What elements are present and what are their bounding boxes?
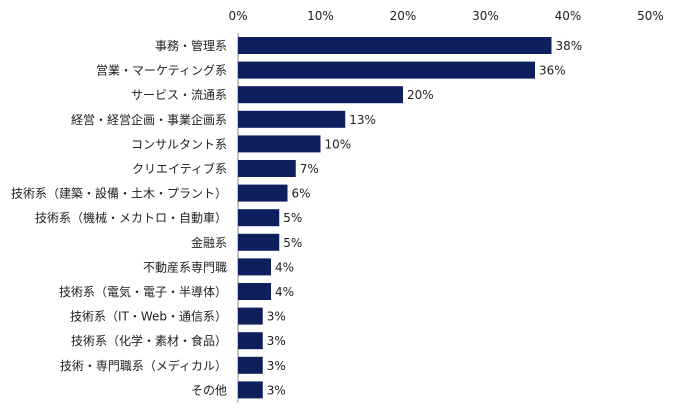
- data-label: 38%: [556, 39, 583, 53]
- category-label: クリエイティブ系: [132, 161, 227, 176]
- category-label: 技術系（機械・メカトロ・自動車）: [35, 210, 227, 225]
- bar: [238, 61, 535, 79]
- bar: [238, 110, 346, 128]
- data-label: 36%: [539, 64, 566, 78]
- data-label: 4%: [275, 285, 294, 299]
- bar: [238, 86, 403, 104]
- x-tick-label: 50%: [637, 9, 664, 23]
- data-label: 5%: [283, 236, 302, 250]
- bar: [238, 209, 280, 227]
- x-tick-label: 40%: [555, 9, 582, 23]
- bar: [238, 135, 321, 153]
- data-label: 3%: [267, 310, 286, 324]
- data-label: 3%: [267, 383, 286, 397]
- bar: [238, 258, 271, 276]
- bar: [238, 283, 271, 300]
- category-labels: 事務・管理系営業・マーケティング系サービス・流通系経営・経営企画・事業企画系コン…: [11, 38, 227, 397]
- category-label: 技術系（化学・素材・食品）: [71, 333, 227, 348]
- data-label: 20%: [407, 88, 434, 102]
- x-tick-label: 10%: [307, 9, 334, 23]
- bar: [238, 381, 263, 399]
- value-labels: 38% 36% 20% 13% 10% 7% 6% 5% 5% 4% 4% 3% 3% 3% 3%: [267, 39, 582, 397]
- category-label: 金融系: [191, 235, 227, 250]
- category-label: 技術系（電気・電子・半導体）: [59, 284, 227, 299]
- bars: [238, 37, 552, 399]
- data-label: 3%: [267, 334, 286, 348]
- bar: [238, 37, 552, 54]
- data-label: 7%: [300, 162, 319, 176]
- category-label: 営業・マーケティング系: [96, 64, 227, 78]
- data-label: 3%: [267, 359, 286, 373]
- x-tick-label: 20%: [390, 9, 417, 23]
- data-label: 5%: [283, 211, 302, 225]
- category-label: 技術・専門職系（メディカル）: [60, 358, 227, 373]
- bar: [238, 184, 288, 202]
- x-axis-ticks: 0% 10% 20% 30% 40% 50%: [228, 9, 663, 23]
- x-tick-label: 30%: [472, 9, 499, 23]
- category-label: 技術系（建築・設備・土木・プラント）: [11, 186, 227, 201]
- data-label: 6%: [292, 187, 311, 201]
- category-label: 技術系（IT・Web・通信系）: [70, 310, 227, 324]
- x-tick-label: 0%: [228, 9, 247, 23]
- category-label: 不動産系専門職: [143, 259, 227, 274]
- category-label: コンサルタント系: [131, 137, 227, 151]
- bar: [238, 233, 280, 251]
- category-label: 事務・管理系: [155, 38, 227, 53]
- data-label: 4%: [275, 260, 294, 274]
- category-label: サービス・流通系: [131, 88, 227, 102]
- data-label: 13%: [349, 113, 376, 127]
- bar: [238, 307, 263, 325]
- category-label: 経営・経営企画・事業企画系: [71, 112, 227, 127]
- bar: [238, 332, 263, 350]
- bar: [238, 160, 296, 177]
- bar: [238, 356, 263, 374]
- category-label: その他: [191, 383, 227, 397]
- data-label: 10%: [325, 137, 352, 151]
